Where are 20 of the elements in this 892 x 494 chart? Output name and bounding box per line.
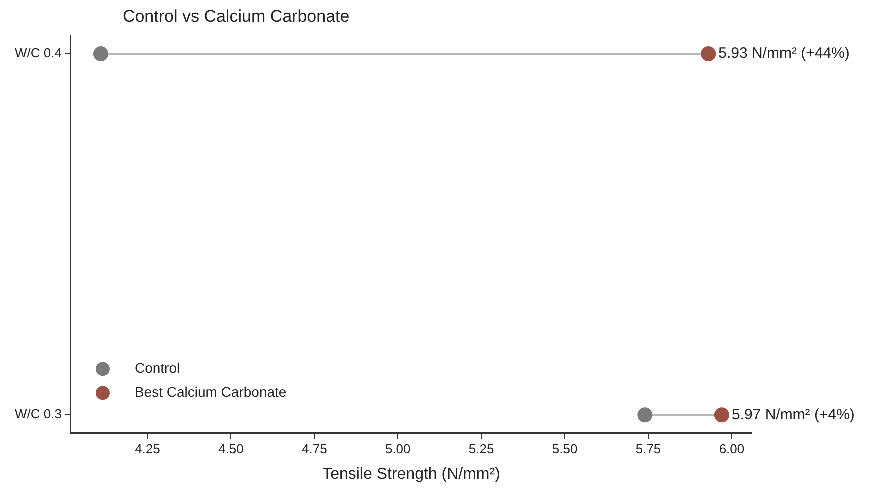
- point: [94, 46, 108, 62]
- x-axis-title: Tensile Strength (N/mm²): [322, 466, 500, 483]
- x-tick-label: 6.00: [719, 442, 745, 457]
- x-tick-label: 4.50: [218, 442, 244, 457]
- x-tick-label: 5.25: [468, 442, 494, 457]
- legend-label: Control: [134, 360, 180, 376]
- x-tick-label: 5.50: [552, 442, 578, 457]
- x-tick-label: 4.25: [135, 442, 160, 457]
- point: [638, 408, 653, 423]
- data-label: 5.93 N/mm² (+44%): [718, 45, 850, 62]
- x-tick-label: 4.75: [302, 442, 328, 457]
- y-tick-label: W/C 0.4: [14, 46, 62, 61]
- data-label: 5.97 N/mm² (+4%): [732, 406, 855, 424]
- x-tick-label: 5.75: [636, 442, 662, 457]
- x-tick-label: 5.00: [385, 442, 411, 457]
- legend-label: Best Calcium Carbonate: [134, 384, 287, 400]
- y-tick-label: W/C 0.3: [14, 406, 62, 422]
- text: Control vs Calcium Carbonate: [122, 7, 350, 26]
- point: [701, 46, 716, 62]
- point: [714, 408, 730, 423]
